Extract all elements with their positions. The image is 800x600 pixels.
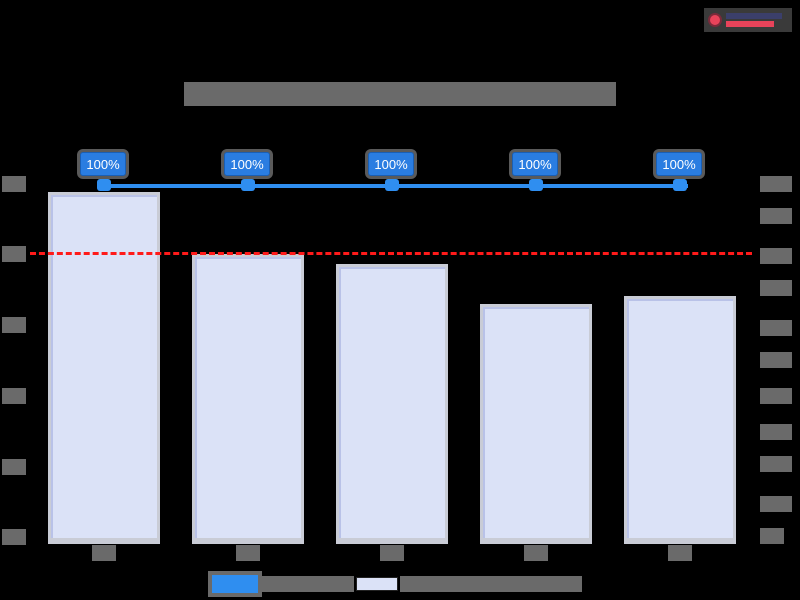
data-label: 100% <box>368 152 414 176</box>
bar-2[interactable] <box>192 254 304 544</box>
x-tick-label <box>92 545 116 561</box>
y-left-tick: 2 <box>2 388 26 404</box>
y-left-tick: 0 <box>2 529 26 545</box>
line-marker[interactable] <box>673 179 687 191</box>
bar-4[interactable] <box>480 304 592 544</box>
y-right-tick: 100 <box>760 176 792 192</box>
y-right-tick: 60 <box>760 320 792 336</box>
y-right-tick: 50 <box>760 352 792 368</box>
y-right-tick: 0 <box>760 528 784 544</box>
x-tick-label <box>236 545 260 561</box>
legend-swatch-bar[interactable] <box>356 577 398 591</box>
bar-5[interactable] <box>624 296 736 544</box>
y-right-tick: 90 <box>760 208 792 224</box>
line-marker[interactable] <box>241 179 255 191</box>
bar-3[interactable] <box>336 264 448 544</box>
legend-swatch-line[interactable] <box>208 571 262 597</box>
data-label: 100% <box>80 152 126 176</box>
globe-icon <box>708 13 722 27</box>
x-tick-label <box>668 545 692 561</box>
y-left-tick: 5 <box>2 176 26 192</box>
data-label: 100% <box>224 152 270 176</box>
y-right-tick: 40 <box>760 388 792 404</box>
y-right-tick: 30 <box>760 424 792 440</box>
line-marker[interactable] <box>385 179 399 191</box>
x-tick-label <box>380 545 404 561</box>
y-right-tick: 20 <box>760 456 792 472</box>
bar-1[interactable] <box>48 192 160 544</box>
data-label: 100% <box>656 152 702 176</box>
line-marker[interactable] <box>529 179 543 191</box>
x-tick-label <box>524 545 548 561</box>
line-marker[interactable] <box>97 179 111 191</box>
y-left-tick: 4 <box>2 246 26 262</box>
legend-label-line[interactable] <box>262 576 354 592</box>
y-right-tick: 80 <box>760 248 792 264</box>
legend <box>208 570 582 598</box>
y-right-tick: 70 <box>760 280 792 296</box>
brand-logo <box>704 8 792 32</box>
y-right-tick: 10 <box>760 496 792 512</box>
chart-title <box>184 82 616 106</box>
reference-line <box>30 252 752 255</box>
y-left-tick: 3 <box>2 317 26 333</box>
legend-label-bar[interactable] <box>400 576 582 592</box>
data-label: 100% <box>512 152 558 176</box>
y-left-tick: 1 <box>2 459 26 475</box>
